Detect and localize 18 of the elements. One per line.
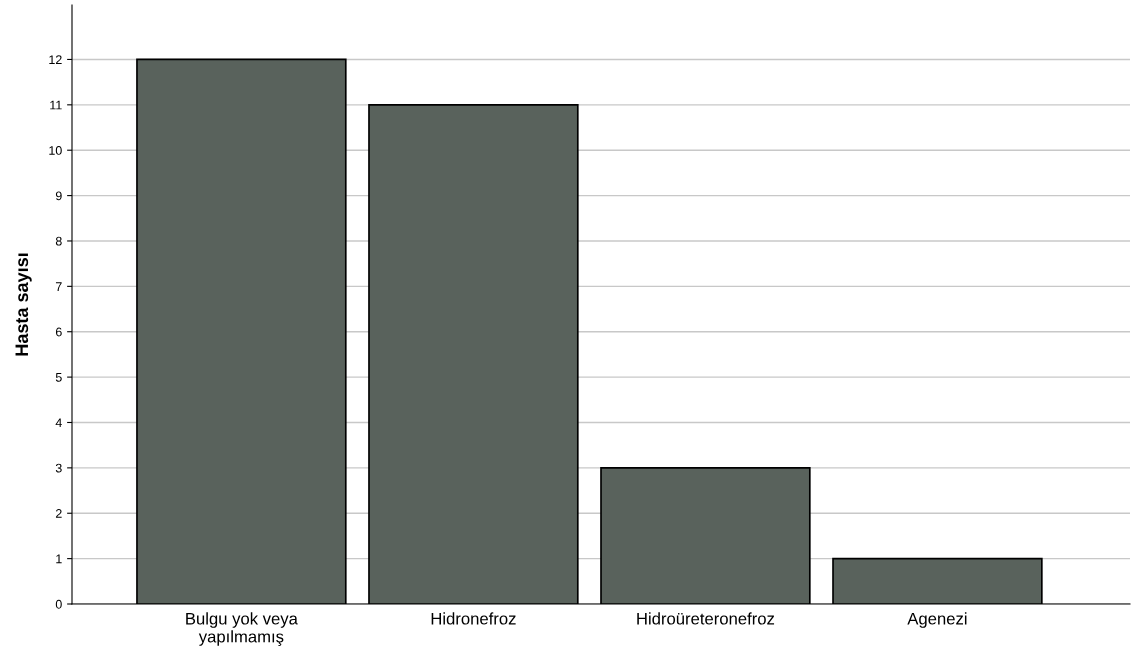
y-tick-label: 11: [50, 100, 62, 110]
y-tick-label: 0: [55, 599, 62, 609]
x-tick-label: Agenezi: [907, 612, 967, 628]
y-tick-label: 8: [55, 236, 62, 246]
y-tick-label: 9: [55, 191, 62, 201]
y-tick-label: 3: [55, 463, 62, 473]
y-tick-label: 4: [55, 418, 62, 428]
y-tick-label: 12: [49, 55, 62, 64]
y-tick-label: 6: [55, 327, 62, 337]
y-tick-label: 2: [55, 509, 62, 518]
x-tick-label: Bulgu yok veya yapılmamış: [186, 612, 298, 646]
x-tick-label: Hidronefroz: [431, 612, 516, 625]
y-tick-label: 7: [55, 282, 62, 291]
y-tick-label: 10: [49, 146, 62, 155]
y-axis-title: Hasta sayısı: [15, 253, 32, 356]
x-tick-label: Hidroüreteronefroz: [637, 612, 775, 625]
y-tick-label: 1: [56, 554, 62, 564]
y-tick-label: 5: [55, 373, 62, 382]
